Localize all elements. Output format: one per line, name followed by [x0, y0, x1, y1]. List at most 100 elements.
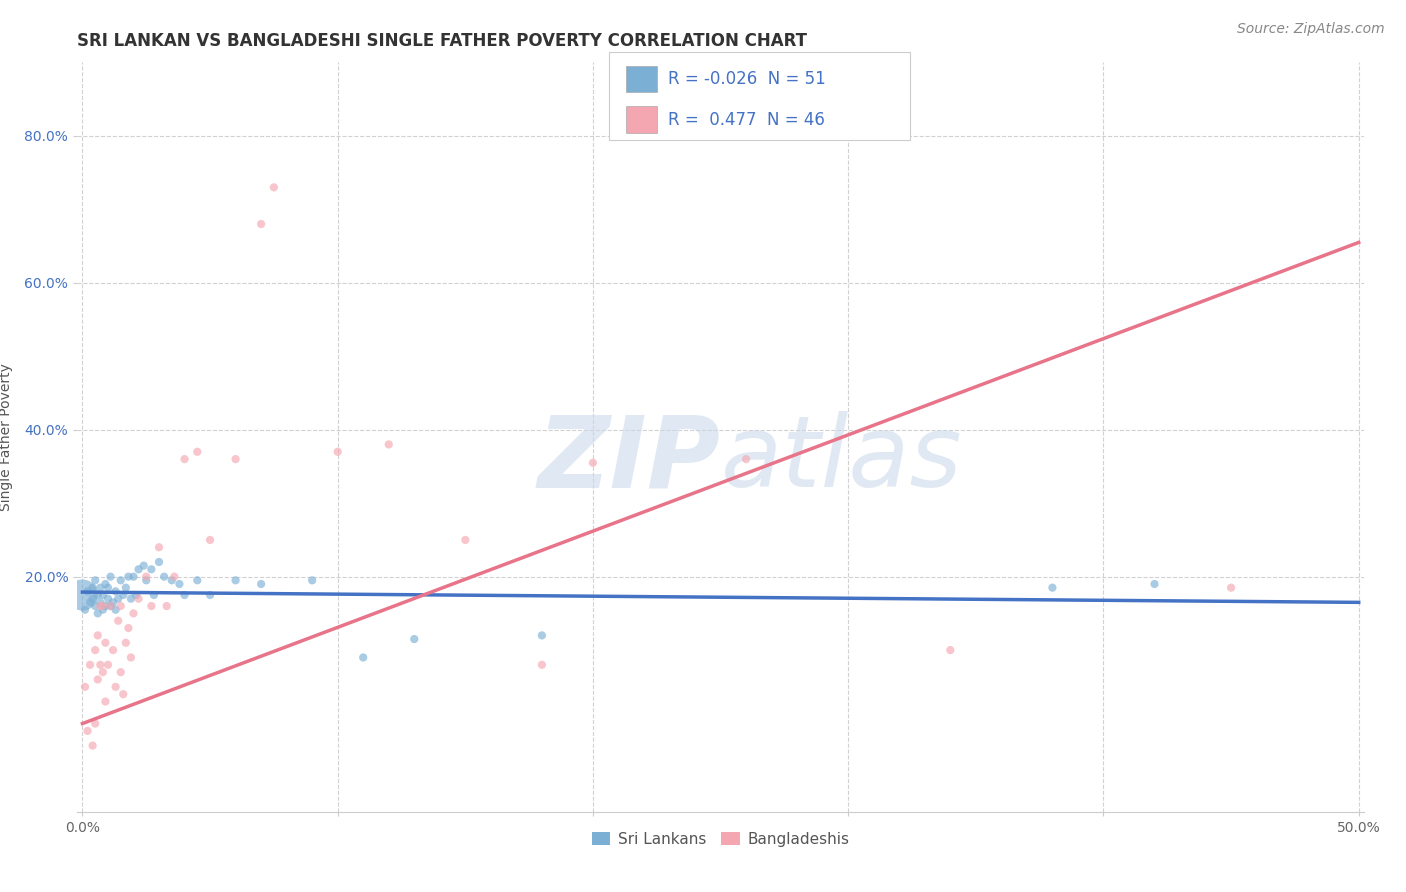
- Text: R =  0.477  N = 46: R = 0.477 N = 46: [668, 111, 825, 128]
- Point: [110, 574, 132, 588]
- Point: [87, 673, 110, 687]
- Point: [104, 680, 127, 694]
- Point: [94, 636, 117, 650]
- Point: [148, 541, 170, 555]
- Point: [128, 591, 150, 606]
- Legend: Sri Lankans, Bangladeshis: Sri Lankans, Bangladeshis: [586, 825, 855, 853]
- Point: [198, 533, 221, 547]
- Point: [87, 628, 110, 642]
- Text: SRI LANKAN VS BANGLADESHI SINGLE FATHER POVERTY CORRELATION CHART: SRI LANKAN VS BANGLADESHI SINGLE FATHER …: [77, 32, 807, 50]
- Point: [101, 595, 124, 609]
- Point: [225, 574, 247, 588]
- Point: [97, 581, 120, 595]
- Point: [225, 452, 247, 467]
- Point: [198, 588, 221, 602]
- Point: [94, 577, 117, 591]
- Point: [122, 569, 145, 583]
- Point: [84, 574, 107, 588]
- Point: [94, 599, 117, 613]
- Point: [1042, 581, 1064, 595]
- Point: [939, 643, 962, 657]
- Point: [97, 657, 120, 672]
- Point: [125, 588, 148, 602]
- Point: [404, 632, 426, 646]
- Point: [132, 558, 155, 573]
- Point: [173, 452, 195, 467]
- Point: [135, 574, 157, 588]
- Point: [117, 569, 139, 583]
- Point: [84, 716, 107, 731]
- Point: [76, 723, 98, 738]
- Text: ZIP: ZIP: [537, 411, 721, 508]
- Point: [79, 657, 101, 672]
- Point: [163, 569, 186, 583]
- Point: [91, 603, 114, 617]
- Point: [84, 643, 107, 657]
- Point: [87, 607, 110, 621]
- Point: [1220, 581, 1243, 595]
- Point: [110, 599, 132, 613]
- Point: [530, 657, 553, 672]
- Point: [89, 595, 111, 609]
- Point: [100, 569, 122, 583]
- Point: [141, 562, 163, 576]
- Point: [107, 614, 129, 628]
- Text: R = -0.026  N = 51: R = -0.026 N = 51: [668, 70, 825, 88]
- Point: [101, 643, 124, 657]
- Point: [114, 636, 136, 650]
- Point: [84, 599, 107, 613]
- Point: [120, 591, 142, 606]
- Point: [582, 456, 605, 470]
- Y-axis label: Single Father Poverty: Single Father Poverty: [0, 363, 13, 511]
- Point: [173, 588, 195, 602]
- Point: [91, 665, 114, 680]
- Point: [114, 581, 136, 595]
- Point: [352, 650, 374, 665]
- Point: [186, 574, 208, 588]
- Point: [100, 599, 122, 613]
- Point: [89, 581, 111, 595]
- Point: [186, 444, 208, 458]
- Point: [89, 599, 111, 613]
- Point: [82, 739, 104, 753]
- Point: [301, 574, 323, 588]
- Point: [141, 599, 163, 613]
- Point: [110, 665, 132, 680]
- Point: [735, 452, 758, 467]
- Point: [72, 588, 94, 602]
- Point: [156, 599, 179, 613]
- Point: [73, 603, 96, 617]
- Point: [73, 680, 96, 694]
- Point: [122, 607, 145, 621]
- Point: [79, 595, 101, 609]
- Point: [82, 591, 104, 606]
- Point: [1143, 577, 1166, 591]
- Point: [112, 687, 135, 701]
- Point: [250, 217, 273, 231]
- Point: [128, 562, 150, 576]
- Point: [250, 577, 273, 591]
- Point: [142, 588, 165, 602]
- Point: [160, 574, 183, 588]
- Point: [94, 694, 117, 708]
- Text: atlas: atlas: [721, 411, 962, 508]
- Point: [454, 533, 477, 547]
- Point: [104, 584, 127, 599]
- Point: [91, 599, 114, 613]
- Point: [107, 591, 129, 606]
- Point: [117, 621, 139, 635]
- Point: [135, 569, 157, 583]
- Point: [169, 577, 191, 591]
- Text: Source: ZipAtlas.com: Source: ZipAtlas.com: [1237, 22, 1385, 37]
- Point: [377, 437, 399, 451]
- Point: [76, 584, 98, 599]
- Point: [112, 588, 135, 602]
- Point: [120, 650, 142, 665]
- Point: [91, 588, 114, 602]
- Point: [89, 657, 111, 672]
- Point: [326, 444, 349, 458]
- Point: [104, 603, 127, 617]
- Point: [100, 599, 122, 613]
- Point: [263, 180, 285, 194]
- Point: [97, 591, 120, 606]
